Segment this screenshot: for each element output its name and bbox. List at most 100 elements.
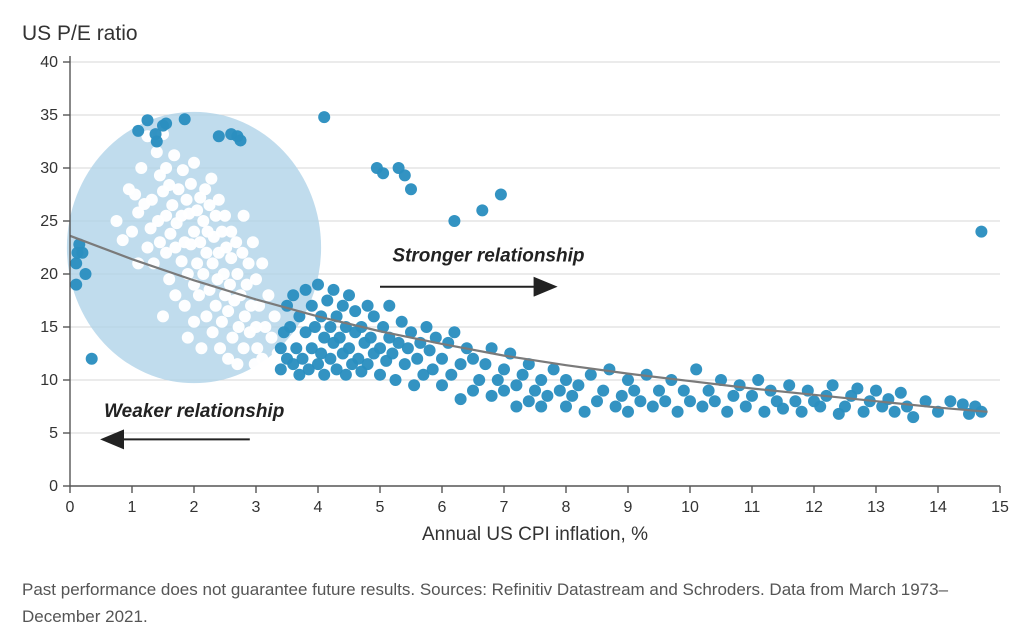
y-tick-label: 0: [49, 478, 58, 495]
data-point: [343, 342, 355, 354]
data-point: [390, 374, 402, 386]
weaker-label: Weaker relationship: [104, 401, 284, 422]
data-point: [117, 234, 129, 246]
data-point: [235, 134, 247, 146]
data-point: [734, 379, 746, 391]
data-point: [250, 273, 262, 285]
data-point: [86, 353, 98, 365]
data-point: [492, 374, 504, 386]
x-tick-label: 2: [190, 499, 199, 516]
data-point: [259, 321, 271, 333]
data-point: [814, 401, 826, 413]
data-point: [188, 316, 200, 328]
data-point: [312, 279, 324, 291]
data-point: [188, 157, 200, 169]
data-point: [275, 363, 287, 375]
x-tick-label: 10: [681, 499, 699, 516]
data-point: [157, 310, 169, 322]
data-point: [269, 310, 281, 322]
data-point: [402, 342, 414, 354]
data-point: [168, 149, 180, 161]
data-point: [334, 332, 346, 344]
data-point: [517, 369, 529, 381]
data-point: [349, 305, 361, 317]
data-point: [585, 369, 597, 381]
data-point: [523, 395, 535, 407]
data-point: [195, 342, 207, 354]
data-point: [243, 257, 255, 269]
data-point: [374, 342, 386, 354]
data-point: [442, 337, 454, 349]
data-point: [70, 257, 82, 269]
data-point: [721, 406, 733, 418]
data-point: [907, 411, 919, 423]
data-point: [225, 252, 237, 264]
x-tick-label: 13: [867, 499, 885, 516]
data-point: [479, 358, 491, 370]
data-point: [560, 374, 572, 386]
data-point: [197, 268, 209, 280]
data-point: [436, 353, 448, 365]
data-point: [287, 289, 299, 301]
data-point: [284, 321, 296, 333]
data-point: [368, 310, 380, 322]
data-point: [306, 300, 318, 312]
data-point: [510, 379, 522, 391]
data-point: [132, 125, 144, 137]
data-point: [572, 379, 584, 391]
data-point: [256, 353, 268, 365]
data-point: [554, 385, 566, 397]
data-point: [560, 401, 572, 413]
x-tick-label: 3: [252, 499, 261, 516]
data-point: [135, 162, 147, 174]
data-point: [222, 305, 234, 317]
data-point: [839, 401, 851, 413]
data-point: [448, 326, 460, 338]
x-tick-label: 6: [438, 499, 447, 516]
data-point: [214, 342, 226, 354]
data-point: [151, 146, 163, 158]
data-point: [225, 226, 237, 238]
data-point: [696, 401, 708, 413]
data-point: [213, 130, 225, 142]
data-point: [752, 374, 764, 386]
data-point: [154, 236, 166, 248]
data-point: [200, 247, 212, 259]
data-point: [142, 242, 154, 254]
data-point: [566, 390, 578, 402]
data-point: [160, 210, 172, 222]
data-point: [411, 353, 423, 365]
data-point: [396, 316, 408, 328]
data-point: [218, 268, 230, 280]
data-point: [851, 382, 863, 394]
data-point: [579, 406, 591, 418]
data-point: [746, 390, 758, 402]
data-point: [312, 358, 324, 370]
data-point: [455, 393, 467, 405]
data-point: [207, 257, 219, 269]
data-point: [177, 164, 189, 176]
data-point: [76, 247, 88, 259]
data-point: [256, 257, 268, 269]
data-point: [703, 385, 715, 397]
data-point: [709, 395, 721, 407]
data-point: [647, 401, 659, 413]
data-point: [727, 390, 739, 402]
data-point: [182, 332, 194, 344]
data-point: [70, 279, 82, 291]
data-point: [796, 406, 808, 418]
data-point: [591, 395, 603, 407]
data-point: [789, 395, 801, 407]
data-point: [111, 215, 123, 227]
data-point: [653, 385, 665, 397]
data-point: [374, 369, 386, 381]
data-point: [207, 326, 219, 338]
x-tick-label: 4: [314, 499, 323, 516]
data-point: [498, 363, 510, 375]
data-point: [193, 289, 205, 301]
data-point: [486, 390, 498, 402]
data-point: [427, 363, 439, 375]
chart-container: US P/E ratio 012345678910111213141505101…: [0, 0, 1024, 644]
data-point: [616, 390, 628, 402]
data-point: [399, 358, 411, 370]
